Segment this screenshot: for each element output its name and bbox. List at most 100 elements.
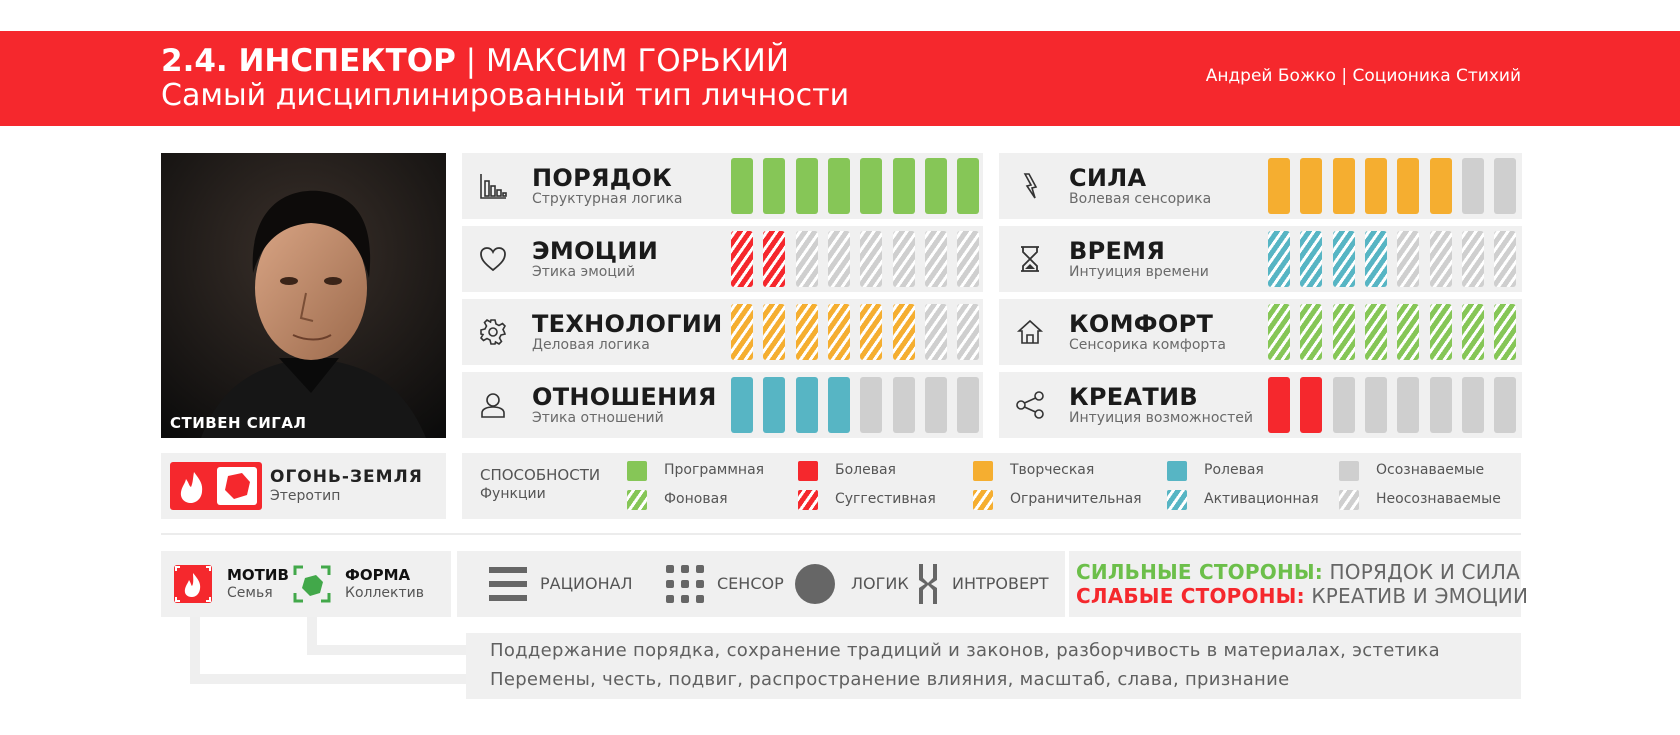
aspect-bar [1397, 158, 1420, 214]
aspect-bar [731, 158, 753, 214]
connector-line [307, 645, 468, 655]
aspect-subtitle: Этика отношений [532, 410, 664, 426]
aspect-name: ПОРЯДОК [532, 164, 673, 192]
aspect-bar [892, 158, 915, 214]
aspect-bar [763, 377, 786, 433]
trait-logic: ЛОГИК [851, 574, 909, 593]
aspect-bar [1364, 377, 1387, 433]
aspect-name: КРЕАТИВ [1069, 383, 1199, 411]
legend-swatch [627, 461, 647, 481]
aspect-bar [924, 304, 947, 360]
traits-panel: РАЦИОНАЛ СЕНСОР ЛОГИК ИНТРОВЕРТ [457, 551, 1065, 617]
aspect-row: ТЕХНОЛОГИИ Деловая логика [462, 299, 983, 365]
legend-swatch [798, 461, 818, 481]
aspect-bar [1494, 377, 1517, 433]
aspect-bar [1461, 304, 1484, 360]
aspect-bar [957, 231, 980, 287]
aspect-bar [795, 231, 818, 287]
aspect-bar [860, 377, 883, 433]
description-line-2: Перемены, честь, подвиг, распространение… [490, 669, 1290, 690]
aspect-bar [1268, 231, 1290, 287]
legend-label: Творческая [1010, 462, 1095, 478]
aspect-bar [1364, 158, 1387, 214]
aspect-subtitle: Деловая логика [532, 337, 650, 353]
aspect-name: СИЛА [1069, 164, 1147, 192]
element-name: ОГОНЬ-ЗЕМЛЯ [270, 467, 423, 487]
section-divider [161, 533, 1521, 535]
aspect-bar [763, 231, 786, 287]
lightning-icon [1015, 171, 1045, 201]
connector-line [190, 674, 468, 684]
legend-label: Активационная [1204, 491, 1319, 507]
aspect-bar [1332, 377, 1355, 433]
connector-line [307, 617, 317, 653]
sensor-icon [666, 565, 704, 603]
aspect-bar [1461, 158, 1484, 214]
aspect-bar [1364, 304, 1387, 360]
aspect-bar [1300, 377, 1323, 433]
legend-swatch [1167, 461, 1187, 481]
introvert-icon [919, 564, 937, 604]
legend-label: Фоновая [664, 491, 728, 507]
aspect-bar [1300, 158, 1323, 214]
motive-form-box: МОТИВ Семья ФОРМА Коллектив [161, 551, 451, 617]
aspect-bar [860, 158, 883, 214]
aspect-row: ЭМОЦИИ Этика эмоций [462, 226, 983, 292]
page-title: 2.4. ИНСПЕКТОР | МАКСИМ ГОРЬКИЙ [161, 43, 790, 79]
aspect-bar [827, 304, 850, 360]
aspect-subtitle: Интуиция времени [1069, 264, 1209, 280]
legend-swatch [973, 490, 993, 510]
aspect-bar [1268, 304, 1290, 360]
aspect-bar [795, 304, 818, 360]
trait-introvert: ИНТРОВЕРТ [952, 574, 1049, 593]
legend-swatch [973, 461, 993, 481]
legend-panel: СПОСОБНОСТИ Функции Программная Фоновая Бо… [462, 453, 1521, 519]
heart-icon [478, 244, 508, 274]
legend-title: СПОСОБНОСТИ [480, 466, 601, 484]
legend-label: Ролевая [1204, 462, 1264, 478]
author-credit: Андрей Божко | Соционика Стихий [1205, 66, 1521, 86]
legend-subtitle: Функции [480, 486, 546, 502]
photo-caption: СТИВЕН СИГАЛ [170, 414, 307, 432]
legend-label: Осознаваемые [1376, 462, 1485, 478]
aspect-bar [892, 304, 915, 360]
aspect-bar [957, 304, 980, 360]
aspect-bar [795, 158, 818, 214]
aspect-subtitle: Сенсорика комфорта [1069, 337, 1227, 353]
weak-sides: СЛАБЫЕ СТОРОНЫ: КРЕАТИВ И ЭМОЦИИ [1076, 584, 1529, 608]
strengths-panel: СИЛЬНЫЕ СТОРОНЫ: ПОРЯДОК И СИЛА СЛАБЫЕ С… [1069, 551, 1528, 617]
aspect-bar [892, 231, 915, 287]
aspect-bar [731, 377, 753, 433]
trait-sensor: СЕНСОР [717, 574, 784, 593]
aspect-name: ВРЕМЯ [1069, 237, 1166, 265]
connector-line [190, 617, 200, 683]
aspect-bar [1494, 304, 1517, 360]
aspect-subtitle: Этика эмоций [532, 264, 636, 280]
aspect-bar [1461, 231, 1484, 287]
earth-icon [293, 565, 331, 603]
aspect-bar [1397, 231, 1420, 287]
share-icon [1015, 390, 1045, 420]
aspect-bar [1332, 158, 1355, 214]
header-banner: 2.4. ИНСПЕКТОР | МАКСИМ ГОРЬКИЙ Самый ди… [0, 31, 1680, 126]
aspect-name: ЭМОЦИИ [532, 237, 659, 265]
aspect-name: ОТНОШЕНИЯ [532, 383, 717, 411]
description-panel: Поддержание порядка, сохранение традиций… [466, 633, 1521, 699]
page-subtitle: Самый дисциплинированный тип личности [161, 78, 850, 113]
trait-rational: РАЦИОНАЛ [540, 574, 633, 593]
aspect-subtitle: Волевая сенсорика [1069, 191, 1212, 207]
aspect-bar [763, 158, 786, 214]
aspect-bar [827, 158, 850, 214]
hourglass-icon [1015, 244, 1045, 274]
strong-sides: СИЛЬНЫЕ СТОРОНЫ: ПОРЯДОК И СИЛА [1076, 560, 1520, 584]
fire-icon [174, 565, 212, 603]
element-sub: Этеротип [270, 488, 341, 504]
aspect-bar [860, 304, 883, 360]
aspect-bar [1332, 231, 1355, 287]
legend-label: Суггестивная [835, 491, 936, 507]
aspect-bar [1268, 158, 1290, 214]
aspect-bar [1429, 377, 1452, 433]
aspect-bar [1300, 304, 1323, 360]
aspect-bar [1397, 304, 1420, 360]
aspect-bar [795, 377, 818, 433]
